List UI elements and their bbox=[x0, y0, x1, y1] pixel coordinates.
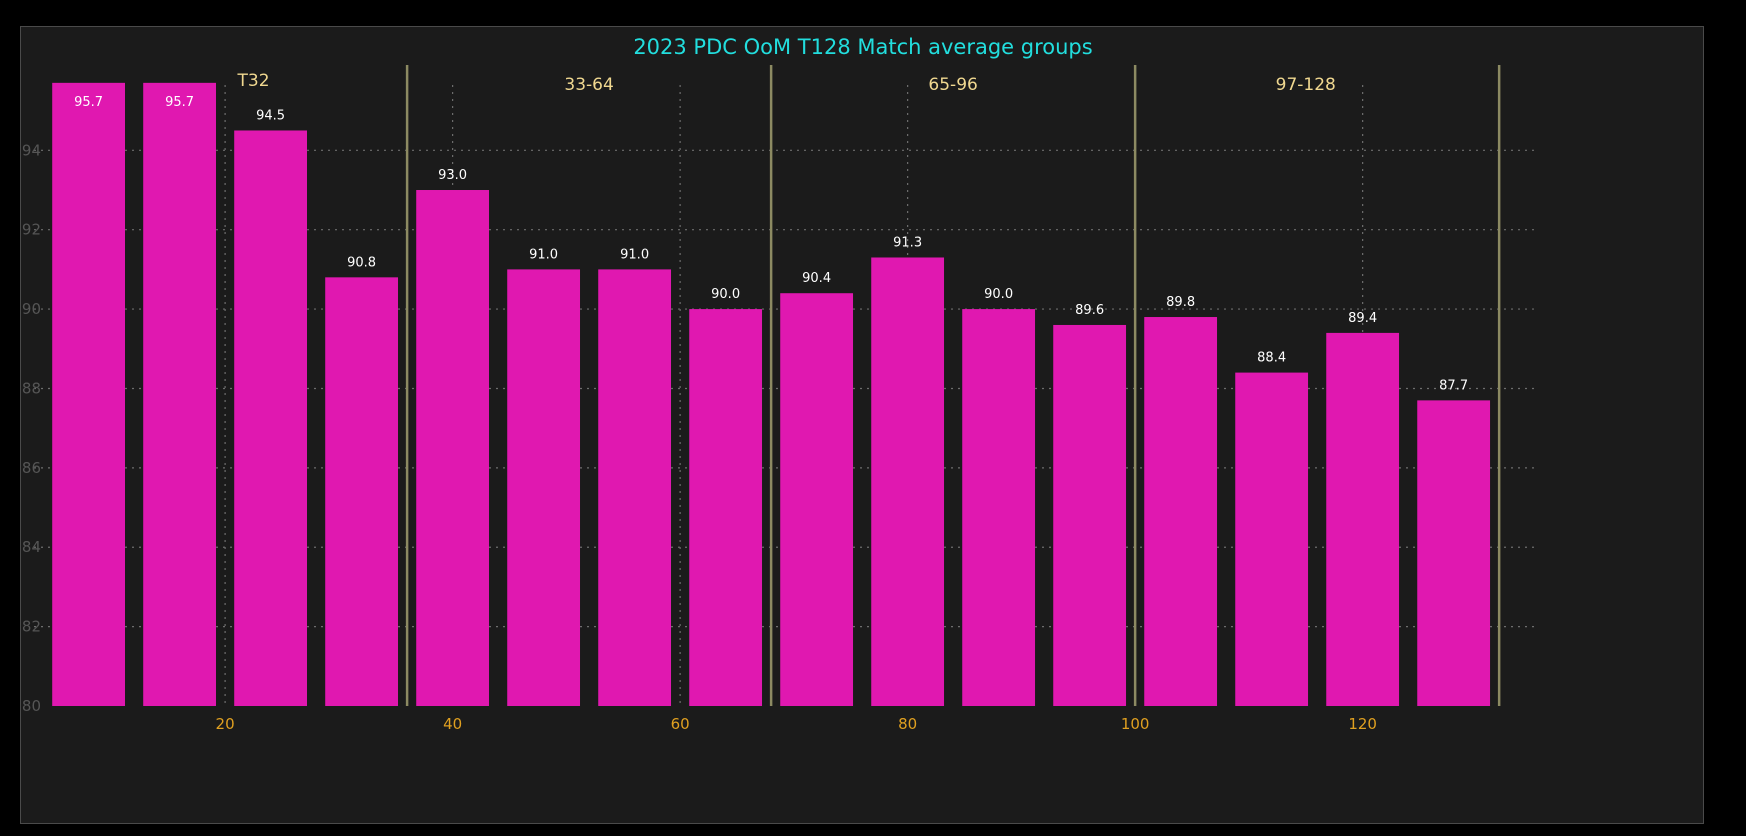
bar bbox=[52, 82, 126, 706]
bar-value-label: 95.7 bbox=[74, 95, 103, 110]
x-tick-label: 100 bbox=[1121, 715, 1150, 733]
bar bbox=[143, 82, 217, 706]
bar bbox=[962, 309, 1036, 706]
bar bbox=[780, 293, 854, 706]
chart-title: 2023 PDC OoM T128 Match average groups bbox=[633, 35, 1092, 59]
chart-frame: 95.7 95.7 94.5 90.8 93.0 91.0 91.0 90.0 90.4 91.3… bbox=[20, 26, 1704, 824]
bar-value-labels: 95.7 95.7 94.5 90.8 93.0 91.0 91.0 90.0 90.4 91.3… bbox=[74, 95, 1468, 394]
bar-value-label: 90.4 bbox=[802, 271, 831, 286]
y-tick-label: 86 bbox=[22, 459, 41, 477]
bar-value-label: 89.6 bbox=[1075, 303, 1104, 318]
y-tick-label: 90 bbox=[22, 300, 41, 318]
group-label: T32 bbox=[237, 71, 270, 91]
bar-value-label: 90.0 bbox=[711, 287, 740, 302]
bar bbox=[1326, 332, 1400, 706]
x-tick-label: 80 bbox=[898, 715, 917, 733]
group-label: 65-96 bbox=[928, 75, 977, 95]
bar-value-label: 89.8 bbox=[1166, 295, 1195, 310]
bars bbox=[52, 82, 1491, 707]
group-label: 97-128 bbox=[1276, 75, 1336, 95]
bar-value-label: 95.7 bbox=[165, 95, 194, 110]
bar bbox=[1235, 372, 1309, 706]
bar bbox=[325, 277, 399, 706]
bar bbox=[234, 130, 308, 706]
y-tick-label: 84 bbox=[22, 538, 41, 556]
bar-chart: 95.7 95.7 94.5 90.8 93.0 91.0 91.0 90.0 90.4 91.3… bbox=[22, 35, 1537, 733]
bar bbox=[1417, 400, 1491, 706]
x-tick-label: 20 bbox=[216, 715, 235, 733]
bar-value-label: 91.0 bbox=[529, 247, 558, 262]
x-axis-ticks: 20 40 60 80 100 120 bbox=[216, 715, 1377, 733]
bar-value-label: 91.3 bbox=[893, 235, 922, 250]
bar bbox=[507, 269, 581, 706]
bar-value-label: 88.4 bbox=[1257, 351, 1286, 366]
group-labels: T32 33-64 65-96 97-128 bbox=[237, 71, 1336, 95]
y-tick-label: 82 bbox=[22, 618, 41, 636]
bar-value-label: 90.8 bbox=[347, 255, 376, 270]
y-tick-label: 92 bbox=[22, 221, 41, 239]
bar-value-label: 87.7 bbox=[1439, 378, 1468, 393]
y-axis-ticks: 80 82 84 86 88 90 92 94 bbox=[22, 141, 41, 715]
y-tick-label: 88 bbox=[22, 379, 41, 397]
y-tick-label: 94 bbox=[22, 141, 41, 159]
bar-value-label: 90.0 bbox=[984, 287, 1013, 302]
y-tick-label: 80 bbox=[22, 697, 41, 715]
group-dividers bbox=[405, 65, 1501, 706]
bar-value-label: 91.0 bbox=[620, 247, 649, 262]
bar-value-label: 94.5 bbox=[256, 108, 285, 123]
bar bbox=[689, 309, 763, 706]
bar bbox=[416, 190, 490, 707]
x-tick-label: 120 bbox=[1348, 715, 1377, 733]
bar-value-label: 93.0 bbox=[438, 168, 467, 183]
bar bbox=[1053, 324, 1127, 706]
bar bbox=[871, 257, 945, 706]
bar-value-label: 89.4 bbox=[1348, 311, 1377, 326]
x-tick-label: 40 bbox=[443, 715, 462, 733]
group-label: 33-64 bbox=[564, 75, 613, 95]
bar bbox=[1144, 317, 1218, 706]
bar bbox=[598, 269, 672, 706]
x-tick-label: 60 bbox=[671, 715, 690, 733]
